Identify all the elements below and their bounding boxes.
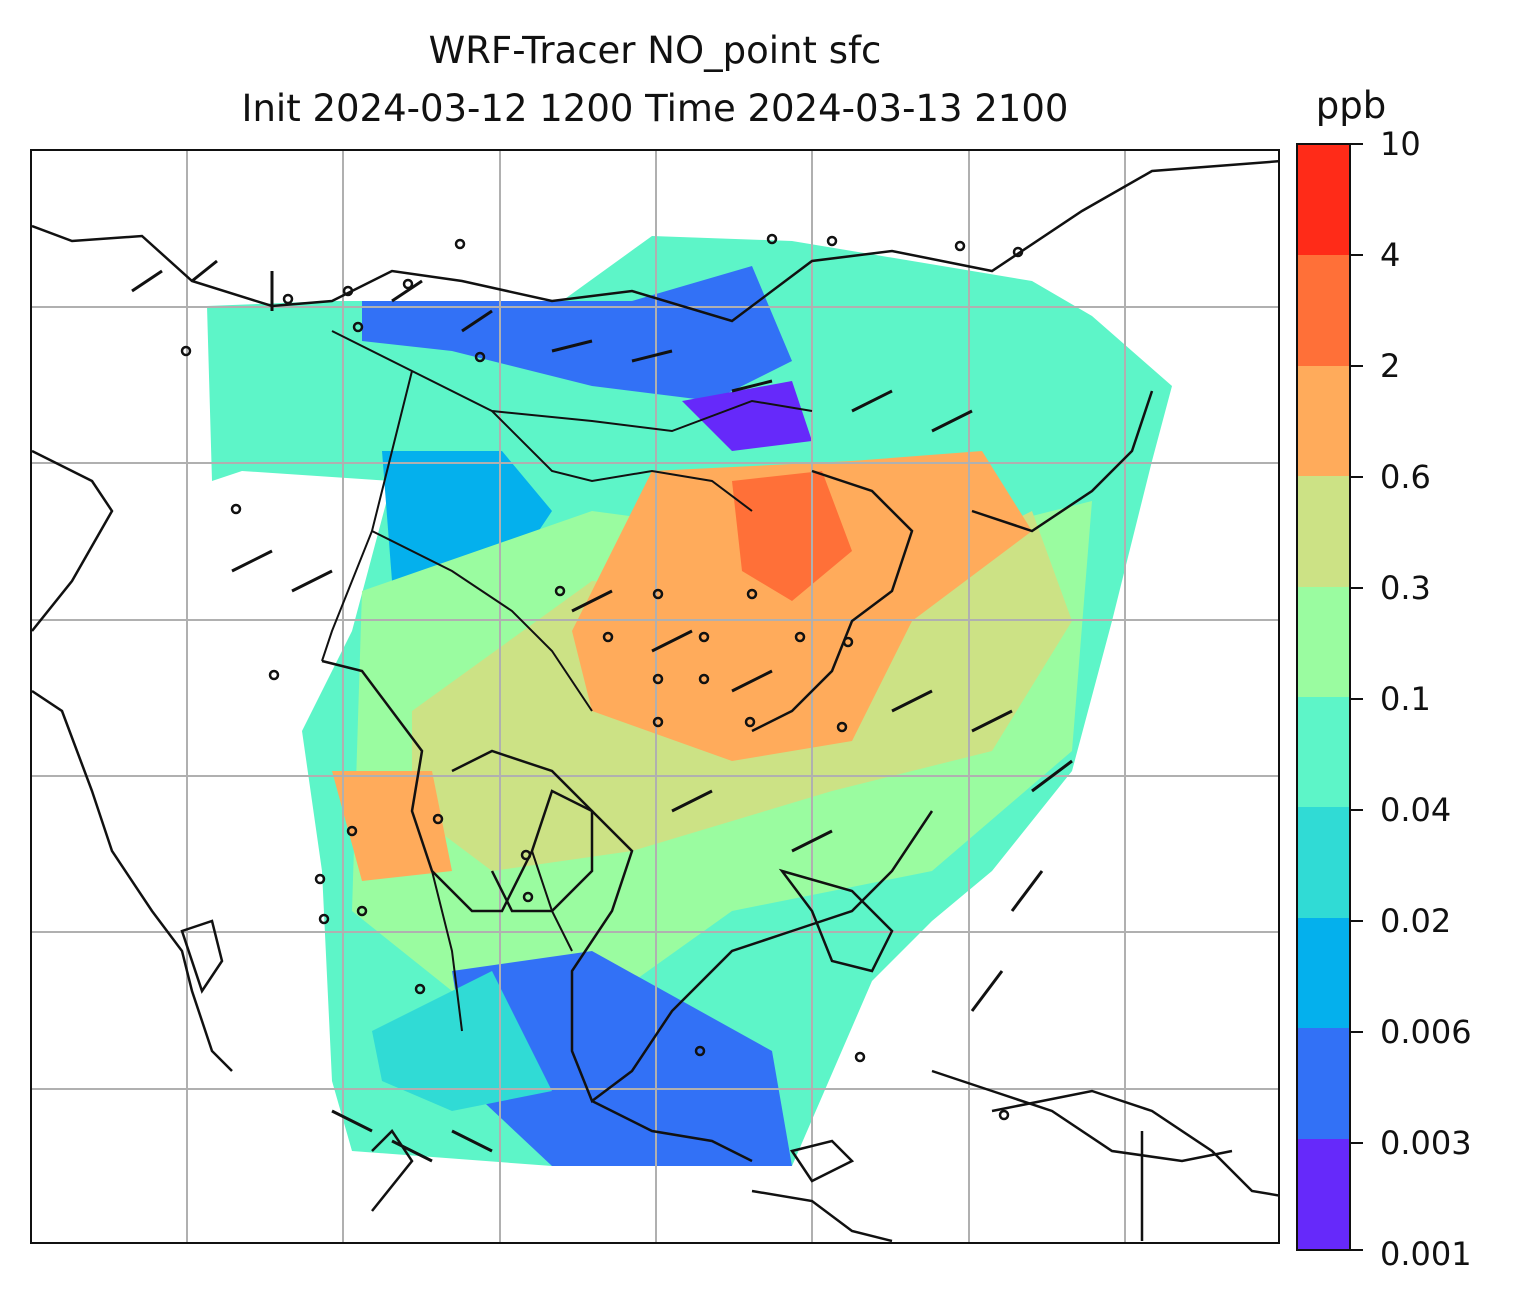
colorbar-tick	[1351, 476, 1363, 478]
wind-barbs	[131, 259, 1073, 1163]
borders	[321, 330, 813, 1032]
gridlines	[32, 151, 1278, 1242]
colorbar-segment	[1298, 476, 1349, 587]
colorbar-label: 0.001	[1380, 1235, 1472, 1273]
colorbar-tick	[1351, 587, 1363, 589]
colorbar-segment	[1298, 807, 1349, 918]
map-subtitle: Init 2024-03-12 1200 Time 2024-03-13 210…	[241, 87, 1069, 130]
colorbar-label: 0.02	[1380, 902, 1452, 940]
tracer-field	[207, 236, 1172, 1166]
colorbar-tick	[1351, 1142, 1363, 1144]
colorbar-segment	[1298, 1028, 1349, 1139]
map-canvas	[32, 151, 1278, 1242]
colorbar-label: 2	[1380, 347, 1401, 385]
colorbar-label: 0.1	[1380, 680, 1431, 718]
field-orange-central	[572, 451, 1032, 761]
colorbar-label: 10	[1380, 125, 1421, 163]
colorbar-tick	[1351, 920, 1363, 922]
colorbar-tick	[1351, 365, 1363, 367]
map-title: WRF-Tracer NO_point sfc	[428, 29, 882, 72]
colorbar-segment	[1298, 1138, 1349, 1250]
field-blue-south	[452, 951, 792, 1166]
colorbar-tick	[1351, 1249, 1363, 1251]
map-panel	[30, 149, 1280, 1244]
colorbar-tick	[1351, 254, 1363, 256]
field-blue-north	[362, 266, 792, 401]
colorbar-segment	[1298, 917, 1349, 1029]
colorbar-segment	[1298, 145, 1349, 256]
colorbar-label: 0.6	[1380, 458, 1431, 496]
field-red-core	[732, 471, 852, 601]
colorbar-tick	[1351, 1031, 1363, 1033]
colorbar-label: 0.3	[1380, 569, 1431, 607]
colorbar-segment	[1298, 586, 1349, 698]
field-orange-west	[332, 771, 452, 881]
colorbar-label: 0.003	[1380, 1124, 1472, 1162]
calm-circles	[180, 233, 1024, 1121]
colorbar-segment	[1298, 255, 1349, 366]
colorbar	[1296, 143, 1351, 1251]
field-purple-north	[682, 381, 812, 451]
colorbar-label: 0.04	[1380, 791, 1452, 829]
colorbar-label: 4	[1380, 236, 1401, 274]
colorbar-unit: ppb	[1315, 84, 1387, 127]
colorbar-tick	[1351, 698, 1363, 700]
colorbar-tick	[1351, 143, 1363, 145]
colorbar-tick	[1351, 809, 1363, 811]
field-cyan-south	[372, 971, 552, 1111]
colorbar-segment	[1298, 697, 1349, 808]
colorbar-label: 0.006	[1380, 1013, 1472, 1051]
colorbar-segment	[1298, 365, 1349, 477]
